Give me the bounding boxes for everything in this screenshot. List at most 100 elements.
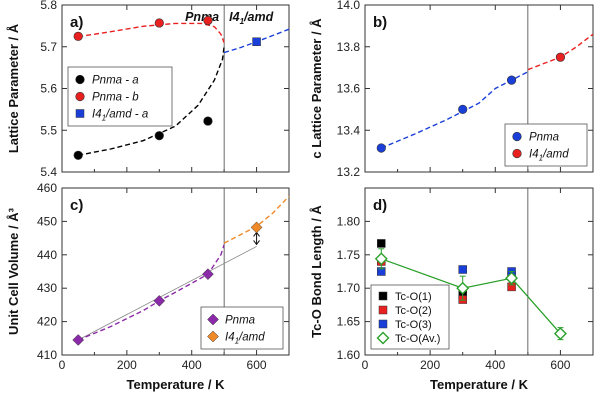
phase-label-pnma: Pnma bbox=[185, 10, 219, 24]
legend-label-pnma-b: Pnma - b bbox=[92, 92, 139, 104]
legend-label-i41-amd-a: I41/amd - a bbox=[92, 109, 148, 123]
y-axis-label: Tc-O Bond Length / Å bbox=[309, 205, 324, 338]
legend-marker-tc-o-1 bbox=[378, 291, 388, 301]
y-tick-label: 420 bbox=[37, 315, 57, 329]
y-axis-label: Unit Cell Volume / Å³ bbox=[6, 207, 21, 335]
legend-label-pnma: Pnma bbox=[225, 315, 255, 327]
x-tick-label: 400 bbox=[182, 358, 202, 372]
panel-label: d) bbox=[373, 197, 387, 214]
legend-label-tc-o-av: Tc-O(Av.) bbox=[395, 333, 440, 345]
data-point bbox=[72, 334, 85, 346]
data-point bbox=[505, 271, 519, 285]
y-tick-label: 1.70 bbox=[337, 281, 361, 295]
phase-label-i41-amd: I41/amd bbox=[229, 10, 273, 26]
legend-marker-i41-amd-a bbox=[75, 109, 85, 118]
legend-box bbox=[504, 123, 588, 167]
y-tick-label: 14.0 bbox=[337, 0, 361, 12]
panel-label: c) bbox=[70, 197, 83, 214]
legend-marker-i41-amd bbox=[512, 148, 522, 159]
legend-label-i41-amd: I41/amd bbox=[225, 332, 265, 346]
legend-label-tc-o-1: Tc-O(1) bbox=[395, 291, 432, 303]
legend-marker-tc-o-2 bbox=[378, 305, 388, 315]
plot-frame bbox=[364, 187, 594, 356]
data-point bbox=[553, 327, 567, 341]
series-pnma-a bbox=[73, 116, 213, 160]
y-tick-label: 13.6 bbox=[337, 82, 361, 96]
data-point bbox=[377, 239, 386, 248]
series-tc-o-3 bbox=[377, 265, 516, 276]
x-axis-label: Temperature / K bbox=[126, 377, 225, 392]
data-point bbox=[458, 104, 468, 114]
plot-frame bbox=[61, 187, 290, 356]
legend-label-tc-o-2: Tc-O(2) bbox=[395, 305, 432, 317]
legend-marker-pnma bbox=[512, 131, 522, 142]
series-i41-amd-a bbox=[252, 37, 261, 46]
panel-d-bond-length: 0 200 400 600 1.60 1.65 1.70 1.75 1.80 Tc-O Bond … bbox=[309, 187, 594, 392]
y-tick-label: 430 bbox=[37, 281, 57, 295]
data-point bbox=[458, 265, 467, 274]
difference-arrow-head-down bbox=[253, 240, 260, 246]
x-tick-label: 0 bbox=[362, 358, 369, 372]
y-tick-label: 1.60 bbox=[337, 348, 361, 362]
y-tick-label: 13.2 bbox=[337, 165, 361, 179]
y-tick-label: 1.75 bbox=[337, 248, 361, 262]
x-tick-label: 600 bbox=[550, 358, 570, 372]
legend-box bbox=[200, 306, 284, 350]
x-tick-label: 400 bbox=[485, 358, 505, 372]
legend-marker-tc-o-av bbox=[376, 331, 390, 345]
panel-b-c-lattice-parameter: 13.2 13.4 13.6 13.8 14.0 c Lattice Parameter … bbox=[309, 0, 594, 179]
data-point bbox=[252, 37, 261, 46]
legend: Tc-O(1) Tc-O(2) Tc-O(3) Tc-O(Av.) bbox=[370, 284, 450, 350]
data-point bbox=[456, 281, 470, 295]
y-tick-label: 13.4 bbox=[337, 123, 361, 137]
data-point bbox=[203, 116, 213, 126]
data-point bbox=[154, 18, 164, 28]
series-connector-line bbox=[381, 258, 561, 335]
data-point bbox=[73, 31, 83, 41]
series-i41-amd bbox=[250, 221, 263, 234]
y-tick-label: 5.8 bbox=[40, 0, 57, 12]
data-point bbox=[250, 221, 263, 234]
data-point bbox=[202, 268, 214, 281]
y-tick-label: 1.80 bbox=[337, 214, 361, 228]
panel-c-unit-cell-volume: 0 200 400 600 410 420 430 440 450 460 Unit Cell Vo… bbox=[6, 181, 290, 392]
series-i41-amd bbox=[555, 52, 566, 62]
y-tick-label: 450 bbox=[37, 214, 57, 228]
legend-marker-pnma-a bbox=[75, 74, 85, 85]
data-point bbox=[153, 295, 166, 307]
panel-label: a) bbox=[70, 14, 83, 31]
x-tick-label: 600 bbox=[247, 358, 267, 372]
legend: Pnma - a Pnma - b I41/amd - a bbox=[67, 66, 173, 127]
series-pnma bbox=[376, 75, 517, 153]
data-point bbox=[555, 52, 566, 62]
legend: Pnma I41/amd bbox=[504, 123, 588, 167]
y-axis-label: Lattice Parameter / Å bbox=[6, 23, 21, 153]
data-point bbox=[154, 131, 164, 141]
y-tick-label: 1.65 bbox=[337, 315, 361, 329]
y-axis-label: c Lattice Parameter / Å bbox=[309, 18, 324, 159]
y-tick-label: 440 bbox=[37, 248, 57, 262]
legend-marker-pnma bbox=[207, 313, 219, 326]
x-tick-label: 200 bbox=[420, 358, 440, 372]
series-pnma bbox=[72, 268, 214, 346]
data-point bbox=[374, 252, 388, 266]
legend-label-pnma: Pnma bbox=[529, 132, 559, 144]
x-axis-label: Temperature / K bbox=[430, 377, 529, 392]
linear-trend-line bbox=[78, 246, 257, 341]
series-tc-o-av bbox=[374, 248, 567, 341]
data-point bbox=[73, 150, 83, 160]
y-tick-label: 5.4 bbox=[40, 165, 57, 179]
fit-curve-2 bbox=[527, 33, 594, 71]
legend: Pnma I41/amd bbox=[200, 306, 284, 350]
y-tick-label: 5.5 bbox=[40, 123, 57, 137]
x-tick-label: 200 bbox=[117, 358, 137, 372]
legend-box bbox=[67, 66, 173, 127]
data-point bbox=[376, 143, 386, 153]
panel-a-lattice-parameter: 5.4 5.5 5.6 5.7 5.8 Lattice Parameter / Å a) Pn… bbox=[6, 0, 290, 179]
panel-label: b) bbox=[373, 14, 387, 31]
data-point bbox=[506, 75, 517, 85]
y-tick-label: 5.7 bbox=[40, 40, 57, 54]
y-tick-label: 5.6 bbox=[40, 82, 57, 96]
y-tick-label: 13.8 bbox=[337, 40, 361, 54]
